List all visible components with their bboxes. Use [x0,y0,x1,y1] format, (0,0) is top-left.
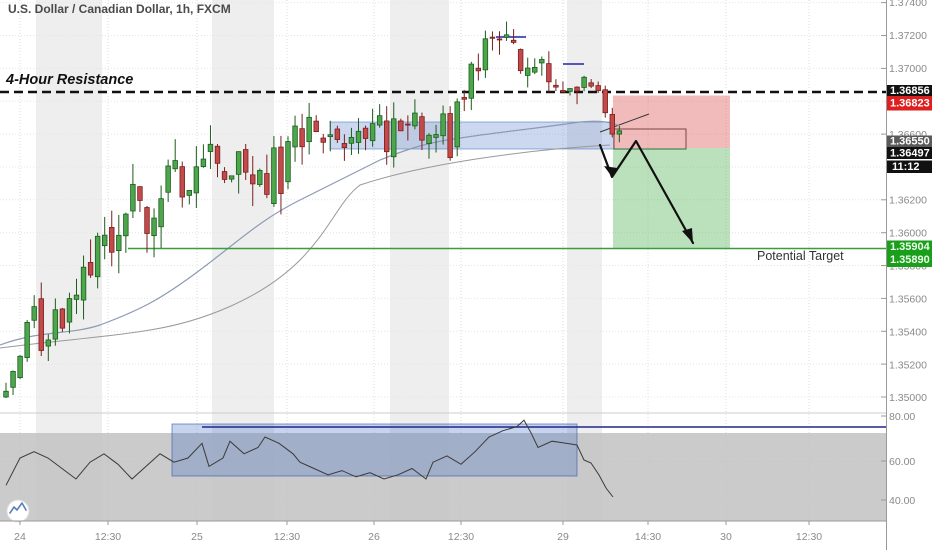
svg-text:U.S. Dollar / Canadian Dollar,: U.S. Dollar / Canadian Dollar, 1h, FXCM [8,2,231,16]
svg-text:Potential Target: Potential Target [757,249,844,263]
svg-text:1.35400: 1.35400 [889,327,927,339]
svg-text:12:30: 12:30 [796,531,822,543]
svg-text:12:30: 12:30 [274,531,300,543]
svg-text:12:30: 12:30 [448,531,474,543]
svg-text:1.36856: 1.36856 [890,85,930,97]
svg-text:1.37000: 1.37000 [889,63,927,75]
svg-text:60.00: 60.00 [889,456,915,468]
svg-text:1.35890: 1.35890 [890,254,930,266]
svg-text:26: 26 [368,531,380,543]
svg-text:1.37400: 1.37400 [889,0,927,9]
svg-text:12:30: 12:30 [95,531,121,543]
svg-text:1.36550: 1.36550 [890,136,930,148]
svg-text:40.00: 40.00 [889,495,915,507]
svg-text:24: 24 [14,531,26,543]
svg-text:80.00: 80.00 [889,411,915,423]
svg-text:29: 29 [557,531,569,543]
svg-text:11:12: 11:12 [892,161,920,173]
svg-text:1.35600: 1.35600 [889,294,927,306]
svg-text:1.37200: 1.37200 [889,30,927,42]
svg-text:1.36823: 1.36823 [890,98,930,110]
svg-text:30: 30 [720,531,732,543]
svg-text:1.36000: 1.36000 [889,228,927,240]
svg-text:1.35200: 1.35200 [889,360,927,372]
svg-text:4-Hour Resistance: 4-Hour Resistance [5,72,133,88]
svg-text:1.36200: 1.36200 [889,195,927,207]
svg-text:1.35904: 1.35904 [890,241,931,253]
svg-text:1.35000: 1.35000 [889,392,927,404]
svg-text:1.36497: 1.36497 [890,148,930,160]
svg-text:14:30: 14:30 [635,531,661,543]
svg-text:25: 25 [191,531,203,543]
